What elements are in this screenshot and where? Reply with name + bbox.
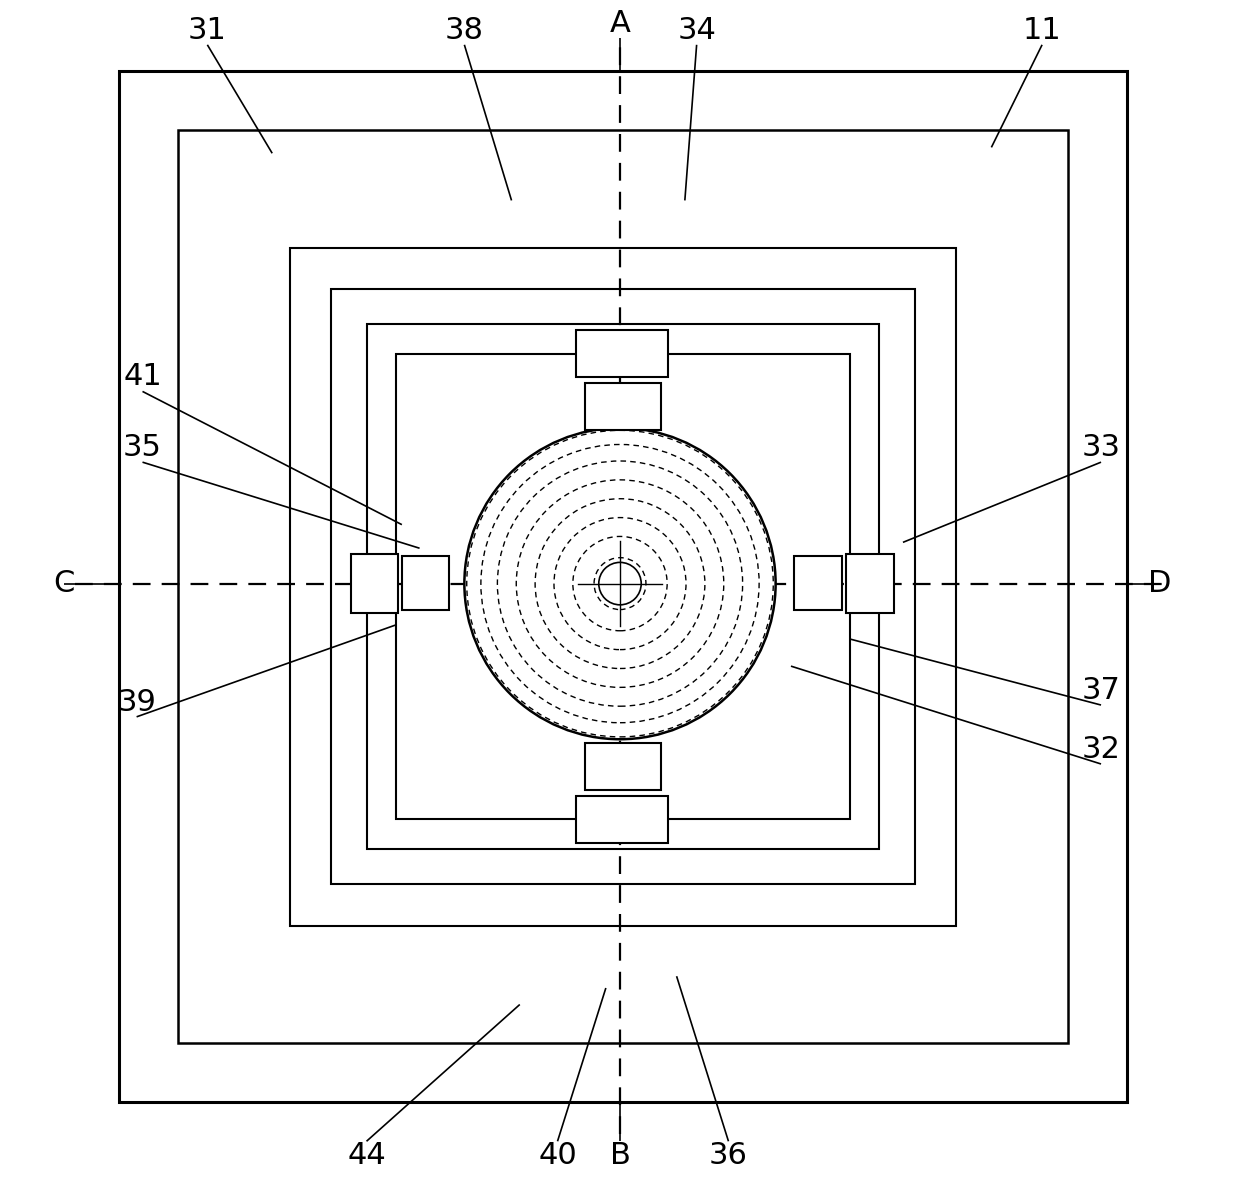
Bar xyxy=(577,796,668,843)
Text: 32: 32 xyxy=(1081,735,1121,764)
Text: 44: 44 xyxy=(347,1141,386,1171)
Bar xyxy=(795,556,842,610)
Text: 38: 38 xyxy=(445,15,484,45)
Bar xyxy=(119,71,1127,1102)
Bar xyxy=(290,248,956,926)
Text: 34: 34 xyxy=(677,15,715,45)
Text: 33: 33 xyxy=(1081,433,1121,462)
Text: 11: 11 xyxy=(1023,15,1061,45)
Circle shape xyxy=(464,428,776,739)
Text: B: B xyxy=(610,1141,630,1171)
Bar xyxy=(577,330,668,377)
Text: 41: 41 xyxy=(123,362,162,391)
Bar xyxy=(847,554,894,613)
Text: C: C xyxy=(53,569,74,598)
Bar xyxy=(584,383,661,430)
Bar xyxy=(177,130,1068,1043)
Text: 37: 37 xyxy=(1081,676,1121,705)
Bar xyxy=(584,743,661,790)
Bar xyxy=(367,324,879,849)
Text: 36: 36 xyxy=(709,1141,748,1171)
Text: 39: 39 xyxy=(117,687,156,717)
Bar xyxy=(402,556,449,610)
Text: 31: 31 xyxy=(188,15,227,45)
Bar xyxy=(331,289,915,884)
Bar xyxy=(351,554,398,613)
Bar xyxy=(396,354,849,819)
Text: A: A xyxy=(610,8,630,38)
Text: 35: 35 xyxy=(123,433,162,462)
Text: D: D xyxy=(1148,569,1172,598)
Text: 40: 40 xyxy=(538,1141,577,1171)
